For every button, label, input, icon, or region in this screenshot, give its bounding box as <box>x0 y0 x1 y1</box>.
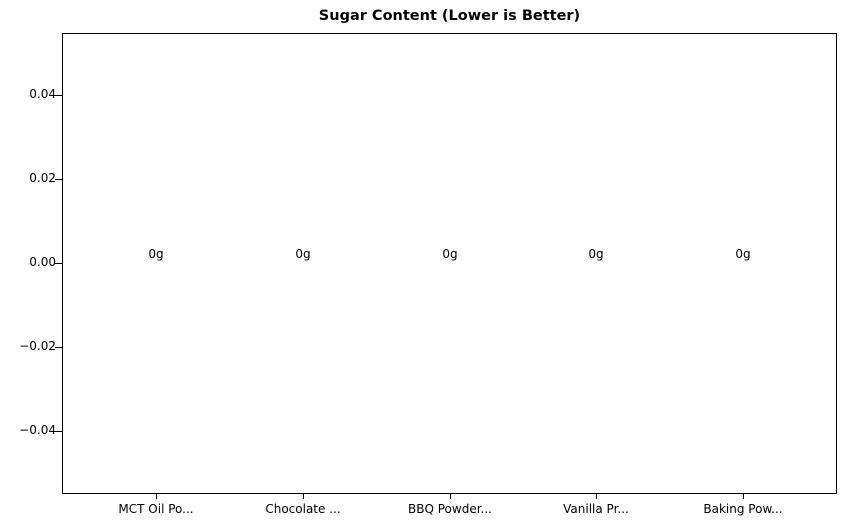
x-tick-mark <box>303 494 304 499</box>
y-tick-mark <box>55 263 62 264</box>
bar-value-label: 0g <box>735 247 751 261</box>
y-tick-mark <box>55 347 62 348</box>
y-tick-label: −0.02 <box>19 339 56 353</box>
bar-value-label: 0g <box>148 247 164 261</box>
y-tick-label: 0.04 <box>29 87 56 101</box>
x-tick-mark <box>156 494 157 499</box>
bar-value-label: 0g <box>588 247 604 261</box>
plot-area <box>62 33 837 494</box>
x-tick-mark <box>596 494 597 499</box>
x-tick-label: MCT Oil Po... <box>118 502 194 516</box>
x-tick-mark <box>450 494 451 499</box>
y-tick-label: 0.00 <box>29 255 56 269</box>
y-tick-mark <box>55 431 62 432</box>
x-tick-label: Baking Pow... <box>703 502 783 516</box>
x-tick-label: Chocolate ... <box>265 502 341 516</box>
y-tick-mark <box>55 179 62 180</box>
y-tick-label: 0.02 <box>29 171 56 185</box>
x-tick-label: Vanilla Pr... <box>563 502 629 516</box>
chart-title: Sugar Content (Lower is Better) <box>318 8 581 24</box>
y-tick-mark <box>55 95 62 96</box>
bar-value-label: 0g <box>295 247 311 261</box>
bar-value-label: 0g <box>442 247 458 261</box>
x-tick-label: BBQ Powder... <box>408 502 492 516</box>
y-tick-label: −0.04 <box>19 423 56 437</box>
x-tick-mark <box>743 494 744 499</box>
